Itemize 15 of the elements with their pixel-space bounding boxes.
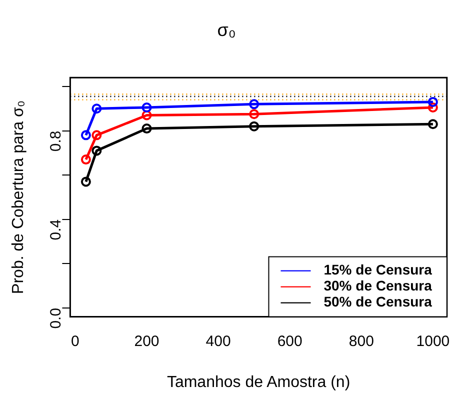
y-tick-label: 0.4	[47, 219, 64, 240]
x-axis-title: Tamanhos de Amostra (n)	[166, 374, 350, 391]
legend-label: 15% de Censura	[324, 262, 432, 278]
legend-label: 30% de Censura	[324, 278, 432, 294]
x-tick-label: 1000	[416, 332, 450, 350]
x-tick-label: 200	[134, 332, 160, 350]
y-axis-title: Prob. de Cobertura para σ₀	[10, 100, 28, 294]
x-tick-label: 0	[71, 332, 80, 350]
x-tick-label: 400	[206, 332, 231, 350]
chart-title: σ₀	[217, 20, 236, 40]
x-tick-label: 600	[277, 332, 302, 350]
y-tick-label: 0.8	[47, 130, 64, 152]
y-tick-label: 0.0	[47, 308, 64, 329]
x-tick-label: 800	[348, 332, 374, 350]
legend-label: 50% de Censura	[324, 294, 432, 310]
